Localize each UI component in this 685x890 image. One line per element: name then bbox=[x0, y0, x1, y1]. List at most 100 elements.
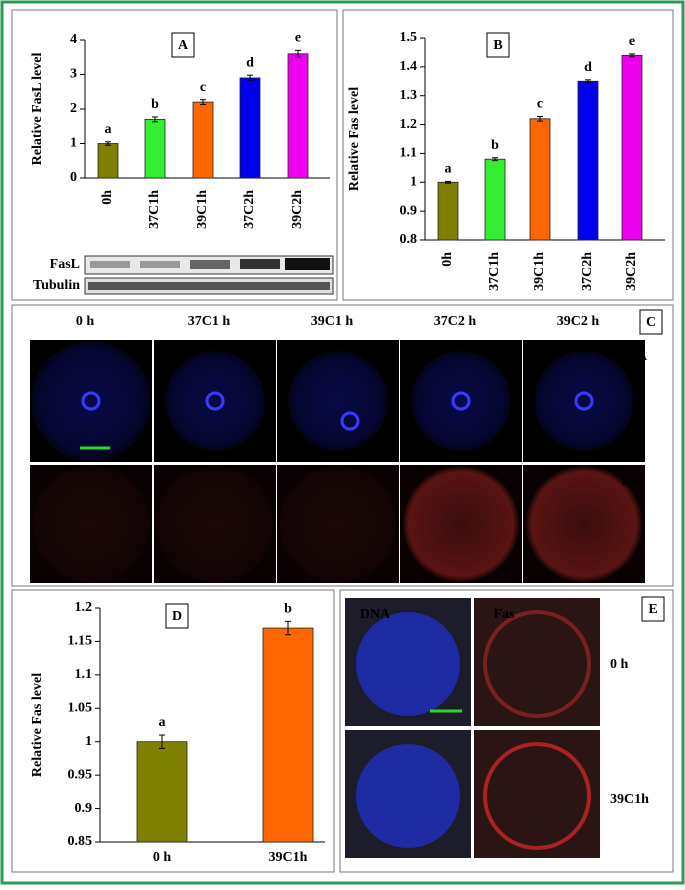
column-label: 37C1 h bbox=[188, 314, 231, 329]
y-tick-label: 1.3 bbox=[400, 88, 418, 103]
annotation: c bbox=[537, 97, 543, 112]
y-tick-label: 1.15 bbox=[68, 634, 93, 649]
x-tick-label: 39C1h bbox=[532, 252, 547, 291]
blot-band bbox=[90, 261, 130, 268]
panel-label-box bbox=[639, 309, 663, 335]
cell bbox=[33, 466, 149, 582]
x-tick-label: 39C1h bbox=[269, 850, 308, 865]
cell bbox=[356, 612, 460, 716]
y-tick-label: 1.05 bbox=[68, 701, 93, 716]
nucleus bbox=[340, 411, 360, 431]
nucleus bbox=[574, 391, 594, 411]
annotation: a bbox=[159, 715, 166, 730]
error-bar bbox=[159, 734, 165, 749]
annotation: b bbox=[284, 602, 292, 617]
blot-label: Tubulin bbox=[33, 278, 80, 293]
cell bbox=[31, 341, 151, 461]
cell bbox=[483, 610, 591, 718]
y-tick-label: 0.9 bbox=[400, 203, 418, 218]
bar bbox=[239, 77, 261, 179]
y-tick-label: 1 bbox=[70, 136, 77, 151]
blot-label: FasL bbox=[50, 257, 80, 272]
bar bbox=[577, 80, 599, 241]
y-axis-label: Relative FasL level bbox=[30, 53, 45, 166]
error-bar bbox=[492, 157, 498, 162]
x-tick-label: 0 h bbox=[153, 850, 172, 865]
micrograph bbox=[474, 730, 600, 858]
x-tick-label: 0h bbox=[440, 252, 455, 267]
cell bbox=[280, 466, 396, 582]
annotation: b bbox=[491, 138, 499, 153]
bar bbox=[136, 741, 188, 843]
x-tick-label: 37C2h bbox=[580, 252, 595, 291]
column-label: 39C2 h bbox=[557, 314, 600, 329]
panel-frame bbox=[11, 589, 335, 873]
annotation: d bbox=[584, 60, 592, 75]
panel-frame bbox=[342, 9, 674, 301]
y-tick-label: 1.1 bbox=[75, 667, 93, 682]
annotation: e bbox=[295, 31, 301, 46]
y-tick-label: 1 bbox=[410, 175, 417, 190]
blot-band bbox=[240, 259, 280, 269]
x-tick-label: 39C2h bbox=[290, 190, 305, 229]
panel-label: A bbox=[178, 38, 189, 53]
bar bbox=[262, 627, 314, 843]
bar bbox=[529, 118, 551, 241]
blot-band bbox=[140, 261, 180, 268]
error-bar bbox=[537, 115, 543, 122]
y-tick-label: 0.9 bbox=[75, 801, 93, 816]
annotation: a bbox=[105, 122, 112, 137]
panel-label: C bbox=[646, 315, 656, 330]
error-bar bbox=[585, 79, 591, 84]
column-label: 37C2 h bbox=[434, 314, 477, 329]
bar bbox=[97, 143, 119, 179]
error-bar bbox=[200, 99, 206, 106]
panel-frame bbox=[11, 304, 674, 587]
nucleus bbox=[451, 391, 471, 411]
x-tick-label: 0h bbox=[100, 190, 115, 205]
panel-label: B bbox=[493, 38, 502, 53]
cell bbox=[356, 744, 460, 848]
annotation: b bbox=[151, 97, 159, 112]
blot-band bbox=[285, 258, 330, 270]
nucleus bbox=[205, 391, 225, 411]
annotation: c bbox=[200, 80, 206, 95]
annotation: a bbox=[445, 162, 452, 177]
error-bar bbox=[285, 620, 291, 636]
error-bar bbox=[247, 74, 253, 82]
x-tick-label: 37C1h bbox=[147, 190, 162, 229]
x-tick-label: 39C1h bbox=[195, 190, 210, 229]
cell bbox=[403, 466, 519, 582]
x-tick-label: 37C1h bbox=[487, 252, 502, 291]
column-label: 0 h bbox=[76, 314, 95, 329]
row-label: 39C1h bbox=[610, 792, 649, 807]
x-tick-label: 37C2h bbox=[242, 190, 257, 229]
bar bbox=[287, 53, 309, 179]
micrograph bbox=[474, 598, 600, 726]
panel-label: E bbox=[648, 602, 657, 617]
panel-frame bbox=[11, 9, 338, 301]
cell bbox=[534, 351, 634, 451]
y-tick-label: 1.2 bbox=[75, 600, 93, 615]
blot-band bbox=[88, 282, 330, 290]
y-tick-label: 1.5 bbox=[400, 30, 418, 45]
row-label: Fas bbox=[622, 474, 644, 489]
blot-band bbox=[190, 260, 230, 269]
y-axis-label: Relative Fas level bbox=[347, 87, 362, 191]
y-tick-label: 0 bbox=[70, 170, 77, 185]
x-tick-label: 39C2h bbox=[624, 252, 639, 291]
panel-label-box bbox=[171, 32, 195, 58]
column-label: DNA bbox=[360, 607, 391, 622]
y-tick-label: 4 bbox=[70, 32, 77, 47]
y-tick-label: 3 bbox=[70, 67, 77, 82]
cell bbox=[157, 466, 273, 582]
panel-label: D bbox=[172, 609, 182, 624]
bar bbox=[621, 54, 643, 241]
y-tick-label: 1.2 bbox=[400, 117, 418, 132]
y-tick-label: 0.85 bbox=[68, 834, 93, 849]
cell bbox=[165, 351, 265, 451]
y-tick-label: 0.95 bbox=[68, 767, 93, 782]
bar bbox=[144, 118, 166, 179]
y-tick-label: 1.1 bbox=[400, 146, 418, 161]
